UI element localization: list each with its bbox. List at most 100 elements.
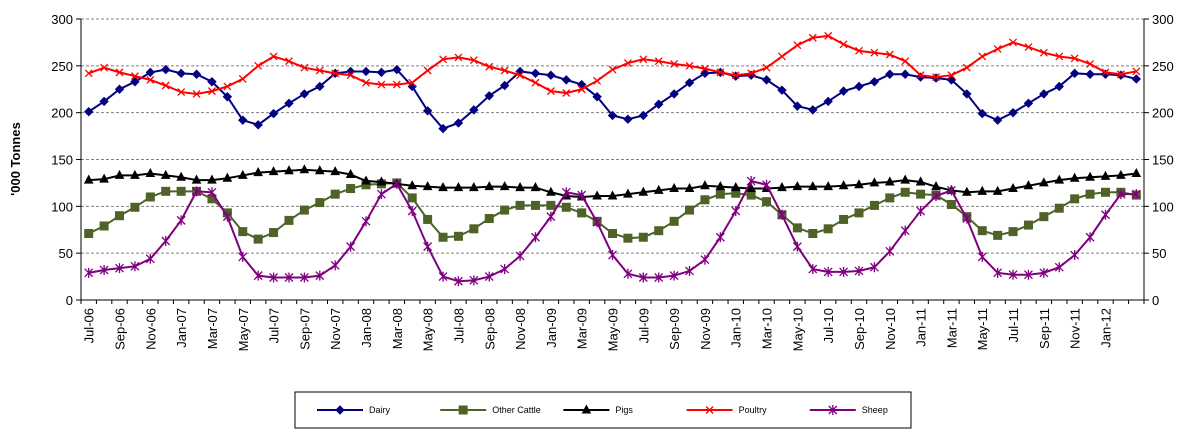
data-point [160, 169, 171, 179]
data-point [1070, 54, 1079, 63]
data-point [176, 186, 186, 196]
data-point [115, 211, 125, 221]
data-point [808, 264, 818, 275]
data-point [299, 164, 310, 174]
data-point [747, 69, 756, 78]
data-point [901, 57, 910, 66]
data-point [314, 165, 325, 175]
data-point [1039, 48, 1048, 57]
data-point [1009, 38, 1018, 47]
data-point [315, 270, 325, 281]
data-point [900, 174, 911, 184]
data-point [145, 192, 155, 202]
legend-item-pigs: Pigs [563, 404, 633, 415]
x-tick-label: Mar-07 [205, 308, 220, 349]
data-point [654, 57, 663, 66]
data-point [407, 193, 417, 203]
data-point [746, 176, 756, 187]
data-point [715, 189, 725, 199]
y-tick-label-left: 150 [51, 153, 73, 168]
x-tick-label: Nov-10 [883, 308, 898, 350]
data-point [453, 276, 463, 287]
data-point [562, 89, 571, 97]
legend-item-other-cattle: Other Cattle [440, 405, 541, 415]
data-point [870, 48, 879, 57]
data-point [977, 226, 987, 236]
data-point [299, 89, 310, 99]
data-point [253, 120, 263, 130]
data-point [993, 267, 1003, 278]
data-point [931, 181, 941, 191]
data-point [531, 232, 540, 243]
x-tick-label: Jul-08 [451, 308, 466, 343]
data-point [330, 189, 340, 199]
x-tick-label: May-07 [236, 308, 251, 351]
data-point [361, 216, 371, 227]
data-point [623, 233, 633, 243]
data-point [438, 123, 448, 134]
data-point [531, 78, 540, 87]
data-point [1008, 269, 1018, 280]
data-point [1086, 60, 1095, 68]
data-point [392, 64, 402, 75]
data-point [869, 177, 880, 187]
data-point [792, 241, 802, 252]
data-point [176, 68, 186, 79]
x-tick-label: Sep-09 [667, 308, 682, 350]
data-point [839, 266, 849, 277]
data-point [1023, 98, 1034, 109]
data-point [1131, 189, 1141, 200]
data-point [1116, 189, 1126, 200]
data-point [192, 89, 201, 98]
data-point [1069, 172, 1080, 182]
data-point [885, 193, 895, 203]
data-point [300, 63, 309, 72]
data-point [335, 405, 345, 415]
data-point [207, 87, 216, 96]
data-point [1039, 267, 1049, 278]
data-point [330, 260, 340, 271]
y-tick-label-right: 150 [1152, 153, 1174, 168]
series-dairy [83, 64, 1142, 134]
data-point [315, 66, 324, 75]
data-point [546, 211, 556, 222]
data-point [730, 182, 741, 192]
data-point [284, 272, 294, 283]
x-tick-label: Nov-07 [328, 308, 343, 350]
data-point [638, 232, 648, 242]
data-point [84, 267, 94, 278]
data-point [823, 96, 833, 107]
data-point [207, 187, 217, 198]
data-point [284, 165, 294, 175]
legend-label: Pigs [615, 405, 633, 415]
data-point [885, 69, 895, 79]
data-point [453, 118, 464, 128]
data-point [705, 406, 714, 414]
y-tick-label-right: 0 [1152, 293, 1159, 308]
data-point [1054, 262, 1064, 273]
data-point [99, 221, 109, 231]
x-tick-label: Jul-09 [636, 308, 651, 343]
data-point [746, 190, 756, 200]
data-point [762, 197, 772, 207]
x-tick-label: Sep-07 [297, 308, 312, 350]
data-point [1039, 212, 1049, 222]
data-point [715, 181, 726, 191]
data-point [669, 89, 679, 99]
data-point [607, 110, 618, 121]
series-line-poultry [88, 34, 1137, 95]
data-point [577, 190, 587, 201]
data-point [561, 187, 571, 198]
data-point [685, 61, 694, 70]
data-point [854, 208, 864, 218]
legend: Dairy Other Cattle Pigs Poultry Sheep [294, 391, 912, 429]
x-tick-label: Jan-09 [544, 308, 559, 348]
data-point [1008, 182, 1018, 193]
data-point [299, 205, 309, 215]
data-point [453, 182, 464, 192]
data-point [1100, 187, 1110, 197]
data-point [331, 69, 340, 78]
data-point [439, 55, 447, 64]
data-point [253, 167, 264, 177]
